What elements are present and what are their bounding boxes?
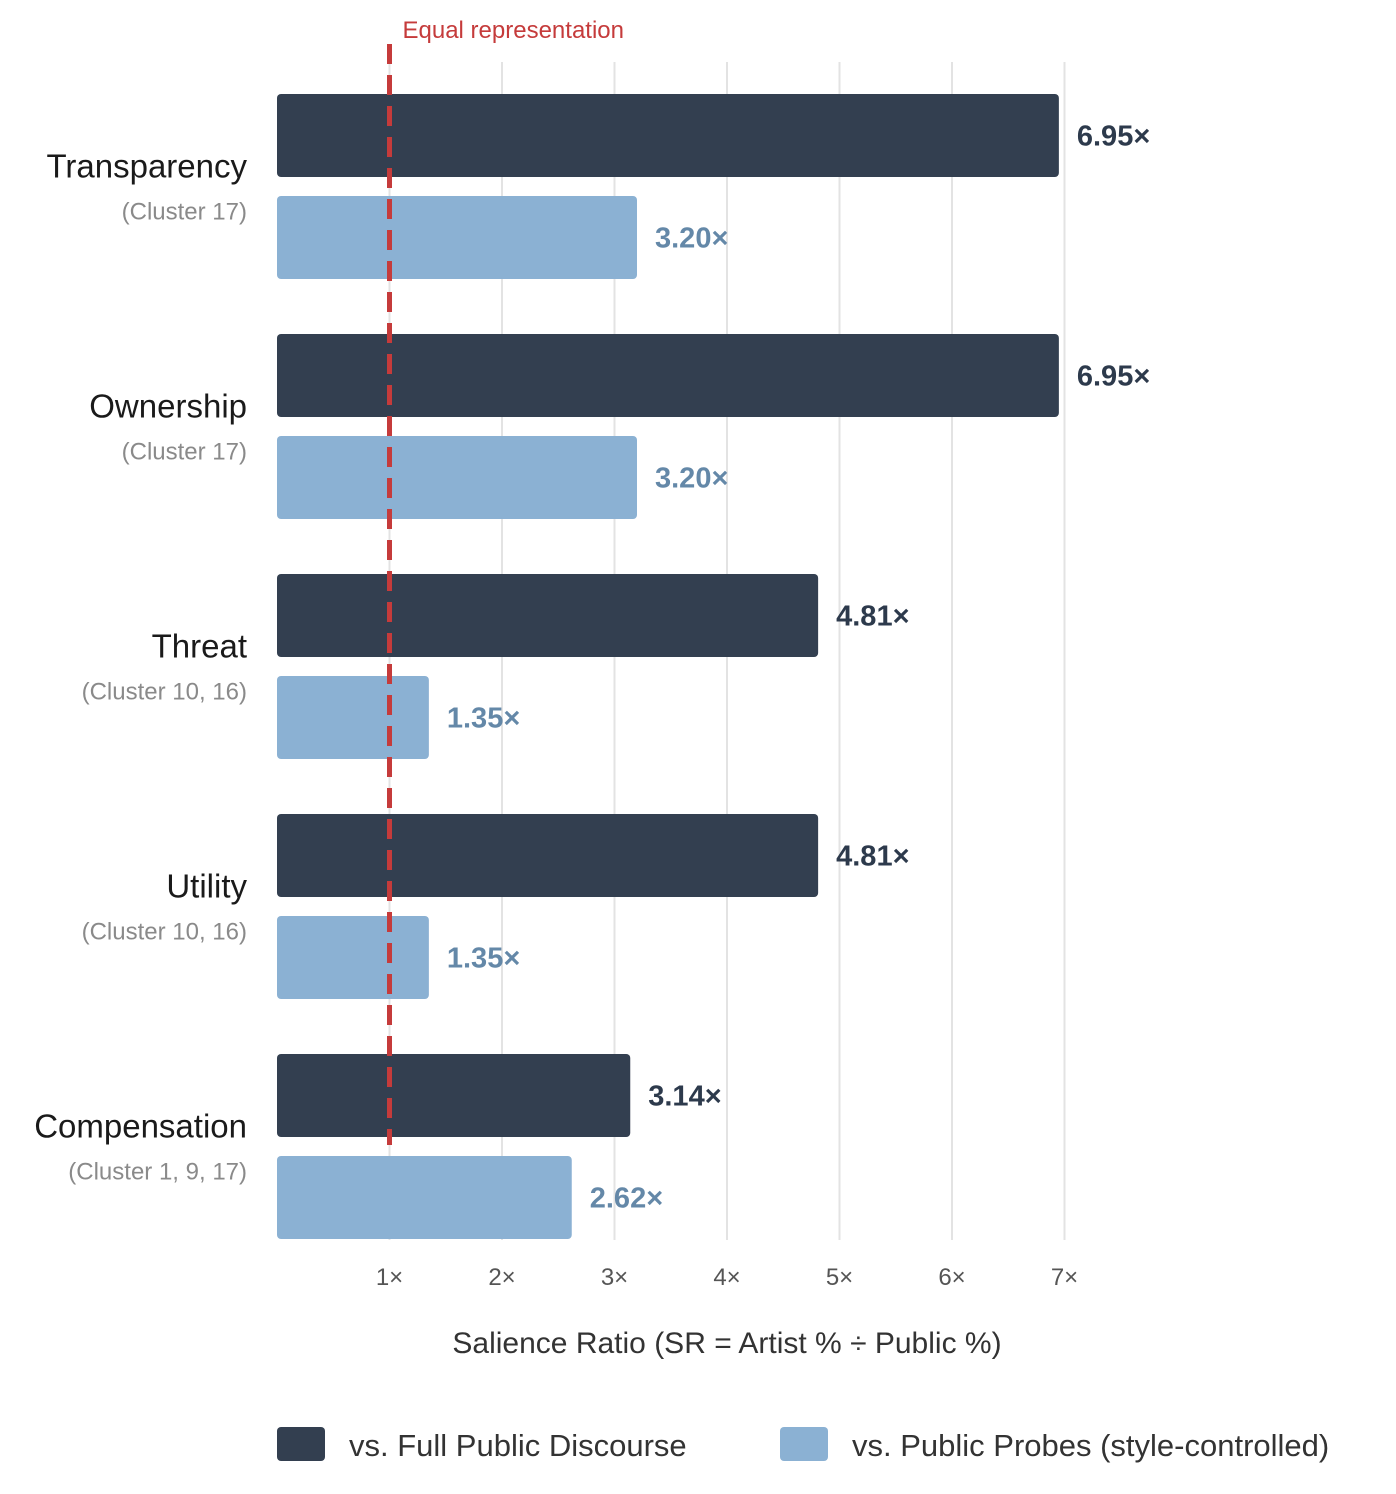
bar-value-label: 4.81× <box>836 601 909 633</box>
bar-value-label: 6.95× <box>1077 121 1150 153</box>
bar <box>277 94 1059 177</box>
bar-value-label: 3.14× <box>648 1081 721 1113</box>
x-tick-label: 2× <box>488 1264 515 1291</box>
category-labels: Transparency (Cluster 17) Ownership (Cluste… <box>34 148 247 1186</box>
x-tick-label: 7× <box>1051 1264 1078 1291</box>
bar-value-label: 3.20× <box>655 223 728 255</box>
x-tick-label: 3× <box>601 1264 628 1291</box>
bar-value-label: 6.95× <box>1077 361 1150 393</box>
bar <box>277 574 819 657</box>
category-subtitle: (Cluster 17) <box>122 439 247 466</box>
reference-line-group: Equal representation <box>387 17 624 1145</box>
category-subtitle: (Cluster 10, 16) <box>82 919 247 946</box>
category-label: Threat <box>152 628 247 665</box>
bar <box>277 676 429 759</box>
bar <box>277 1054 631 1137</box>
bar <box>277 916 429 999</box>
x-tick-label: 1× <box>376 1264 403 1291</box>
legend-label-public-probes: vs. Public Probes (style-controlled) <box>852 1428 1329 1463</box>
category-label: Utility <box>166 868 247 905</box>
category-label: Ownership <box>89 388 247 425</box>
bar <box>277 436 637 519</box>
x-tick-label: 6× <box>938 1264 965 1291</box>
category-subtitle: (Cluster 10, 16) <box>82 679 247 706</box>
category-label: Compensation <box>34 1108 247 1145</box>
value-labels: 6.95× 3.20× 6.95× 3.20× 4.81× 1.35× 4.81× 1.35×… <box>447 121 1150 1215</box>
bar-value-label: 4.81× <box>836 841 909 873</box>
bar-value-label: 1.35× <box>447 943 520 975</box>
bar <box>277 196 637 279</box>
category-label: Transparency <box>46 148 247 185</box>
category-subtitle: (Cluster 1, 9, 17) <box>68 1159 247 1186</box>
bar <box>277 1156 572 1239</box>
legend-swatch-full-public <box>277 1427 325 1461</box>
bar <box>277 334 1059 417</box>
reference-line-label: Equal representation <box>403 17 624 44</box>
x-tick-label: 5× <box>826 1264 853 1291</box>
legend-swatch-public-probes <box>780 1427 828 1461</box>
x-axis: Salience Ratio (SR = Artist % ÷ Public %… <box>376 1264 1078 1360</box>
legend: vs. Full Public Discourse vs. Public Pro… <box>277 1427 1329 1463</box>
category-subtitle: (Cluster 17) <box>122 199 247 226</box>
legend-label-full-public: vs. Full Public Discourse <box>349 1428 687 1463</box>
bar-value-label: 2.62× <box>590 1183 663 1215</box>
bars <box>277 94 1059 1239</box>
x-axis-title: Salience Ratio (SR = Artist % ÷ Public %… <box>452 1327 1001 1360</box>
bar-value-label: 1.35× <box>447 703 520 735</box>
bar-value-label: 3.20× <box>655 463 728 495</box>
x-tick-label: 4× <box>713 1264 740 1291</box>
bar <box>277 814 819 897</box>
